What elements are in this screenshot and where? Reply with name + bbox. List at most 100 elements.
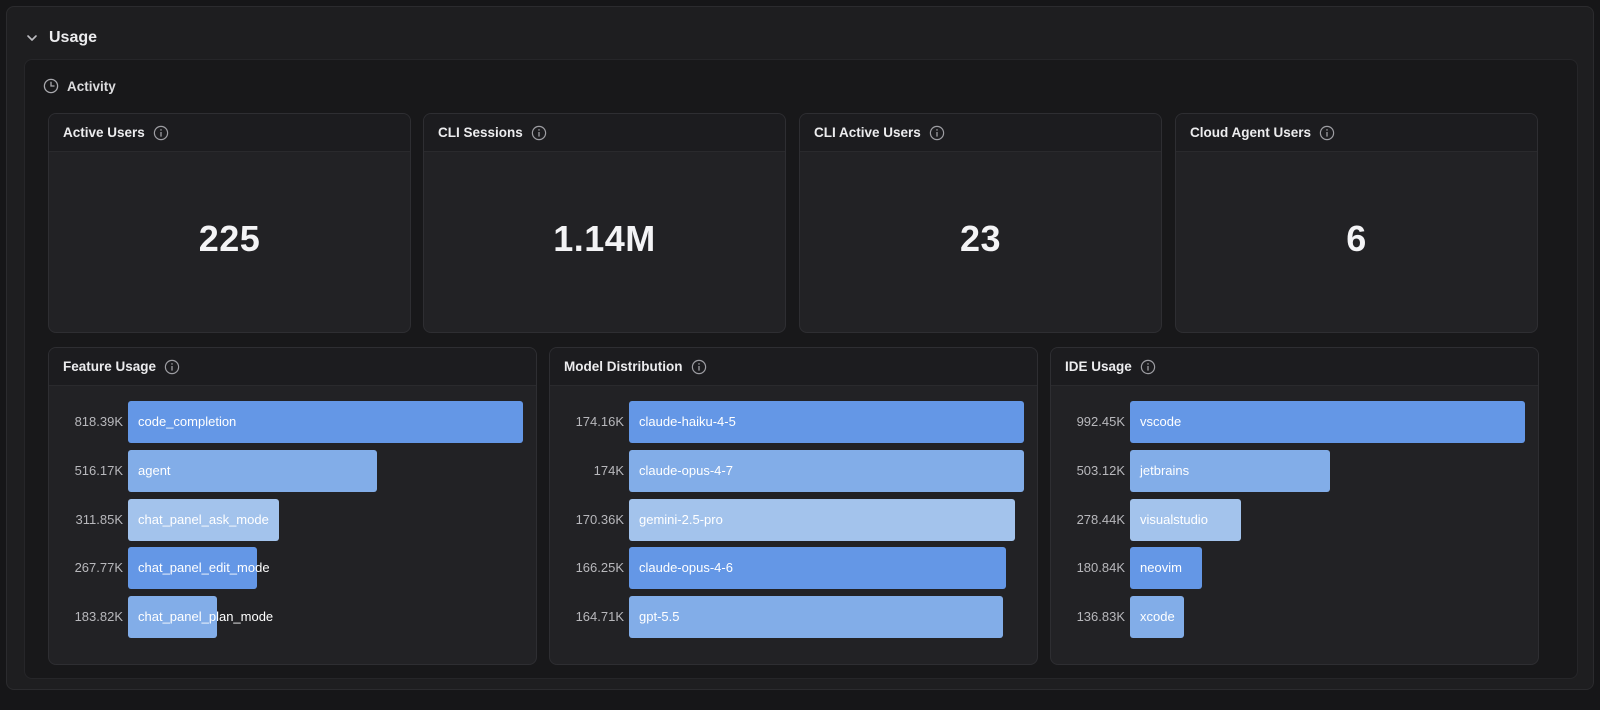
bar[interactable] [1130, 449, 1331, 492]
bar[interactable] [1130, 596, 1185, 638]
bar-value-label: 170.36K [575, 511, 624, 527]
card-header: Model Distribution [550, 348, 1037, 386]
bar-value-label: 183.82K [74, 609, 123, 624]
metric-value: 6 [1346, 218, 1367, 259]
card-title: IDE Usage [1065, 359, 1132, 374]
bar-category-label: agent [138, 462, 171, 478]
info-icon[interactable] [153, 125, 169, 141]
bar-category-label: chat_panel_edit_mode [138, 560, 270, 576]
bar[interactable] [1130, 547, 1202, 590]
info-icon[interactable] [929, 125, 945, 141]
card-title: Model Distribution [564, 359, 683, 374]
metric-card-cli-active-users: CLI Active Users 23 [799, 113, 1162, 333]
card-header: IDE Usage [1051, 348, 1538, 386]
bar-row[interactable]: 503.12K jetbrains [1051, 449, 1538, 492]
bar-category-label: chat_panel_ask_mode [138, 511, 269, 527]
bar-value-label: 503.12K [1076, 462, 1125, 478]
bar-category-label: jetbrains [1140, 462, 1190, 478]
bar-row[interactable]: 170.36K gemini-2.5-pro [550, 498, 1037, 541]
card-header: Cloud Agent Users [1176, 114, 1537, 152]
feature-usage-card: Feature Usage 818.39K code_completion 516.… [48, 347, 537, 665]
card-header: Feature Usage [49, 348, 536, 386]
card-title: CLI Sessions [438, 125, 523, 140]
info-icon[interactable] [531, 125, 547, 141]
usage-panel: Usage Activity Active Users 225 CLI Sess… [6, 6, 1594, 690]
activity-title: Activity [67, 78, 116, 94]
bar-category-label: claude-haiku-4-5 [639, 414, 736, 429]
bar-category-label: claude-opus-4-7 [639, 462, 733, 478]
usage-title: Usage [49, 29, 98, 46]
bar-value-label: 267.77K [74, 560, 123, 576]
bar-category-label: claude-opus-4-6 [639, 560, 733, 576]
info-icon[interactable] [691, 359, 707, 375]
bar[interactable] [629, 449, 1024, 492]
card-header: CLI Active Users [800, 114, 1161, 152]
card-title: Cloud Agent Users [1190, 125, 1312, 140]
bar-row[interactable]: 180.84K neovim [1051, 547, 1538, 590]
bar[interactable] [629, 547, 1007, 590]
bar-value-label: 174.16K [575, 414, 624, 429]
card-header: Active Users [49, 114, 410, 152]
bar-value-label: 164.71K [575, 609, 624, 624]
bar-value-label: 516.17K [74, 462, 123, 478]
bar[interactable] [128, 401, 523, 443]
activity-header: Activity [43, 74, 116, 98]
activity-panel: Activity Active Users 225 CLI Sessions 1… [24, 59, 1578, 679]
bar-value-label: 992.45K [1076, 414, 1125, 429]
bar[interactable] [128, 596, 217, 638]
bar[interactable] [1130, 401, 1525, 443]
card-header: CLI Sessions [424, 114, 785, 152]
bar[interactable] [629, 498, 1016, 541]
usage-section-toggle[interactable]: Usage [25, 21, 97, 55]
bar-category-label: code_completion [138, 414, 237, 429]
bar-value-label: 136.83K [1076, 609, 1125, 624]
chevron-down-icon [27, 35, 37, 41]
metric-value: 225 [198, 218, 261, 259]
model-distribution-card: Model Distribution 174.16K claude-haiku-4… [549, 347, 1038, 665]
bar-row[interactable]: 311.85K chat_panel_ask_mode [49, 498, 536, 541]
bar-row[interactable]: 516.17K agent [49, 449, 536, 492]
bar-value-label: 818.39K [74, 414, 123, 429]
bar-row[interactable]: 174K claude-opus-4-7 [550, 449, 1037, 492]
bar-value-label: 174K [593, 462, 624, 478]
bar-category-label: xcode [1140, 609, 1175, 624]
bar-row[interactable]: 278.44K visualstudio [1051, 498, 1538, 541]
info-icon[interactable] [1319, 125, 1335, 141]
bar-value-label: 311.85K [75, 511, 123, 527]
bar[interactable] [629, 596, 1003, 638]
metric-card-cli-sessions: CLI Sessions 1.14M [423, 113, 786, 333]
bar-row[interactable]: 992.45K vscode [1051, 401, 1538, 443]
metric-value: 23 [959, 218, 1002, 259]
bar-category-label: vscode [1140, 414, 1182, 429]
bar[interactable] [1130, 498, 1241, 541]
info-icon[interactable] [164, 359, 180, 375]
bar-row[interactable]: 164.71K gpt-5.5 [550, 596, 1037, 638]
bar[interactable] [128, 449, 378, 492]
bar-category-label: gemini-2.5-pro [639, 511, 723, 527]
bar-value-label: 278.44K [1076, 511, 1125, 527]
bar-value-label: 180.84K [1076, 560, 1125, 576]
bar-category-label: neovim [1140, 560, 1182, 576]
metric-value: 1.14M [553, 218, 656, 259]
bar[interactable] [128, 547, 258, 590]
metric-card-cloud-agent-users: Cloud Agent Users 6 [1175, 113, 1538, 333]
card-title: CLI Active Users [814, 125, 921, 140]
bar-row[interactable]: 166.25K claude-opus-4-6 [550, 547, 1037, 590]
bar-row[interactable]: 267.77K chat_panel_edit_mode [49, 547, 536, 590]
bar-category-label: visualstudio [1140, 511, 1208, 527]
bar-row[interactable]: 136.83K xcode [1051, 596, 1538, 638]
card-title: Active Users [63, 125, 145, 140]
bar-category-label: gpt-5.5 [639, 609, 680, 624]
bar[interactable] [629, 401, 1024, 443]
bar-value-label: 166.25K [575, 560, 624, 576]
ide-usage-card: IDE Usage 992.45K vscode 503.12K jetbrains 2… [1050, 347, 1539, 665]
bar-category-label: chat_panel_plan_mode [138, 609, 274, 624]
card-title: Feature Usage [63, 359, 157, 374]
info-icon[interactable] [1140, 359, 1156, 375]
bar-row[interactable]: 818.39K code_completion [49, 401, 536, 443]
clock-icon [43, 78, 59, 94]
bar-row[interactable]: 174.16K claude-haiku-4-5 [550, 401, 1037, 443]
bar-row[interactable]: 183.82K chat_panel_plan_mode [49, 596, 536, 638]
bar[interactable] [128, 498, 279, 541]
metric-card-active-users: Active Users 225 [48, 113, 411, 333]
